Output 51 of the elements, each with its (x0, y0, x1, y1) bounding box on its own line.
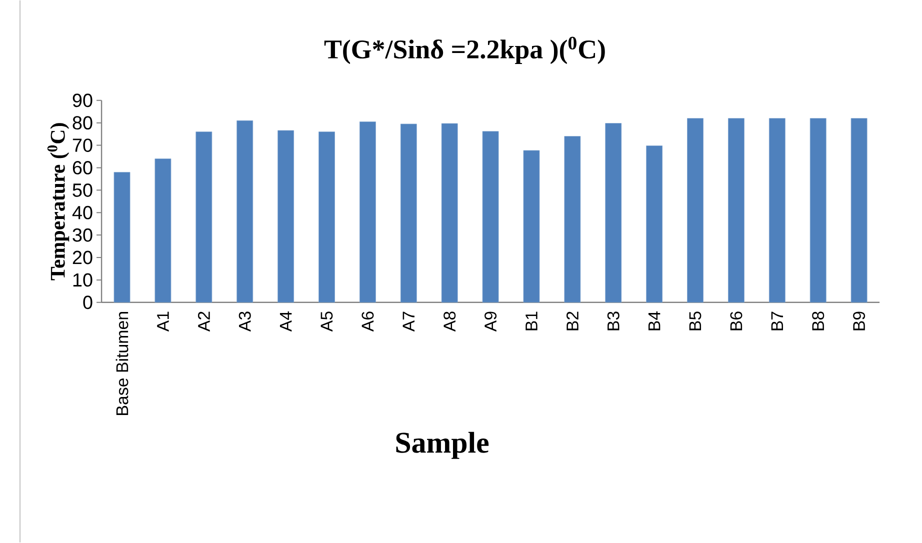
bar (523, 150, 540, 303)
bar (114, 172, 130, 303)
bar (850, 118, 868, 303)
x-tick-label: A5 (320, 312, 333, 332)
y-tick-label: 10 (73, 273, 92, 287)
y-tick-label: 40 (72, 206, 92, 220)
x-tick-label: A3 (238, 312, 251, 332)
x-tick-label: A9 (484, 312, 497, 332)
x-tick-label: A8 (444, 312, 456, 332)
bar (400, 124, 417, 303)
x-tick-label: B4 (648, 312, 660, 330)
bar (728, 118, 744, 303)
y-tick-label: 90 (72, 94, 92, 108)
y-tick-label: 80 (72, 116, 92, 130)
y-tick-label: 0 (83, 296, 92, 310)
x-tick-label: B8 (812, 312, 824, 330)
bar (605, 123, 622, 303)
y-tick-label: 70 (72, 138, 92, 152)
x-tick-label: B5 (689, 312, 702, 330)
x-tick-label: B2 (566, 312, 578, 330)
y-tick-label: 50 (72, 184, 92, 197)
y-axis-title: Temperature ($^{0}$C) (47, 123, 70, 280)
y-tick-label: 30 (72, 228, 92, 242)
bar (482, 131, 499, 303)
x-tick-label: B9 (853, 312, 866, 330)
x-tick-label: A7 (402, 312, 414, 332)
bar (236, 120, 254, 303)
bar (196, 132, 212, 303)
x-tick-label: A4 (280, 312, 292, 332)
x-tick-label: A1 (157, 312, 169, 332)
bar (318, 132, 335, 303)
bar (646, 146, 663, 303)
x-tick-label: B3 (607, 312, 620, 330)
x-tick-label: B1 (526, 312, 538, 330)
x-tick-label: A2 (198, 312, 210, 332)
x-tick-label: Base Bitumen (116, 312, 128, 416)
x-tick-label: A6 (362, 312, 374, 332)
bar (564, 136, 581, 303)
bar (154, 158, 172, 303)
y-tick-label: 60 (72, 161, 92, 175)
chart-title: T(G*/Sinδ =2.2kpa )($^{0}$C) (324, 36, 605, 64)
x-axis-title: Sample (396, 432, 489, 460)
y-tick-label: 20 (72, 250, 92, 264)
bar (687, 118, 704, 303)
bar (359, 122, 376, 303)
bar (810, 118, 826, 303)
x-tick-label: B7 (771, 312, 783, 330)
bar (278, 130, 294, 303)
bar (768, 118, 786, 303)
bar (441, 123, 458, 303)
x-tick-label: B6 (730, 312, 742, 330)
